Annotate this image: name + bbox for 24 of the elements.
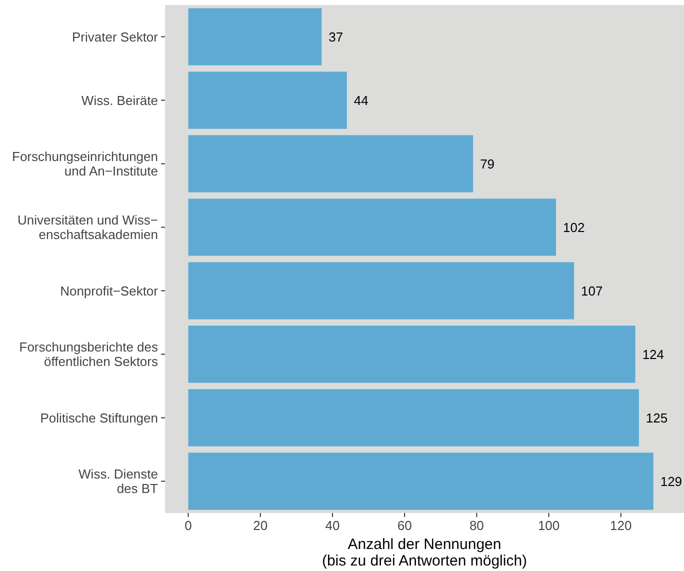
x-tick-label: 80 (469, 518, 484, 533)
y-tick-label: Politische Stiftungen (40, 410, 158, 426)
y-tick-label: Forschungseinrichtungen und An−Institute (12, 149, 158, 178)
y-tick-label: Wiss. Beiräte (81, 92, 158, 108)
x-tick-label: 40 (325, 518, 340, 533)
data-label: 129 (660, 474, 682, 489)
x-tick-label: 60 (397, 518, 412, 533)
x-tick-label: 0 (184, 518, 192, 533)
data-label: 37 (328, 29, 344, 44)
data-label: 79 (480, 156, 495, 172)
x-tick-label: 20 (253, 518, 268, 533)
data-label: 44 (354, 92, 368, 108)
y-tick-label: Wiss. Dienste des BT (78, 466, 158, 496)
x-tick-label: 100 (538, 518, 560, 533)
x-axis-title: Anzahl der Nennungen (bis zu drei Antworten möglich) (322, 536, 528, 570)
data-label: 102 (563, 220, 585, 235)
x-tick-label: 120 (610, 518, 632, 533)
y-tick-label: Nonprofit−Sektor (60, 283, 159, 298)
data-label: 125 (646, 410, 668, 426)
y-tick-label: Privater Sektor (72, 29, 159, 44)
y-tick-label: Forschungsberichte des öffentlichen Sektors (19, 340, 158, 369)
y-tick-label: Universitäten und Wiss− enschaftsakademien (17, 212, 158, 242)
data-label: 107 (581, 283, 603, 298)
data-label: 124 (642, 346, 664, 362)
